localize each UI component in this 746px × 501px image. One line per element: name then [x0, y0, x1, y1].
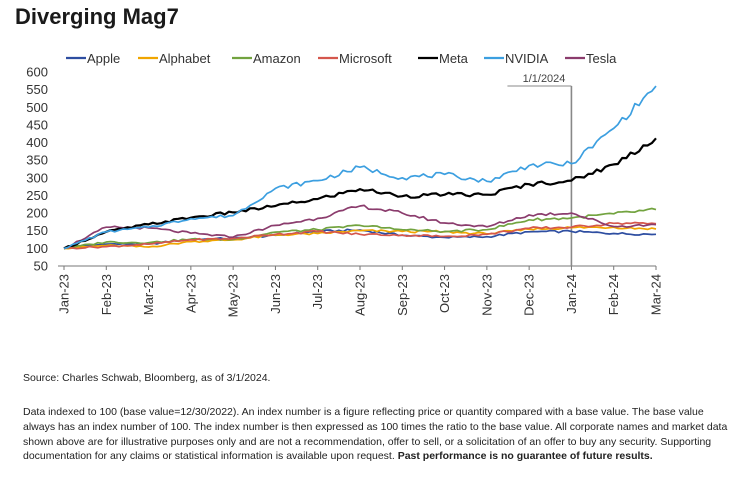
x-tick-label: Feb-24 — [606, 274, 621, 315]
chart-title: Diverging Mag7 — [15, 4, 179, 29]
x-tick-label: Dec-23 — [522, 274, 537, 316]
y-tick-label: 50 — [34, 259, 48, 274]
annotation: 1/1/2024 — [507, 73, 573, 266]
legend-label-meta: Meta — [439, 51, 469, 66]
series-lines — [63, 85, 657, 250]
legend-label-microsoft: Microsoft — [339, 51, 392, 66]
y-tick-label: 550 — [26, 82, 48, 97]
series-line-meta — [63, 137, 657, 250]
y-tick-label: 350 — [26, 153, 48, 168]
disclaimer-text: Data indexed to 100 (base value=12/30/20… — [23, 406, 728, 463]
y-tick-label: 500 — [26, 100, 48, 115]
x-axis: Jan-23 Feb-23 Mar-23 Apr-23 May-23 Jun-23 Jul-… — [57, 265, 664, 317]
y-axis: 50 100 150 200 250 300 350 400 450 500 550 600 — [26, 65, 48, 274]
y-tick-label: 200 — [26, 206, 48, 221]
x-tick-label: Oct-23 — [437, 274, 452, 313]
y-tick-label: 250 — [26, 188, 48, 203]
y-tick-label: 100 — [26, 241, 48, 256]
x-tick-label: Jan-24 — [564, 274, 579, 314]
y-tick-label: 450 — [26, 117, 48, 132]
annotation-label: 1/1/2024 — [523, 73, 566, 85]
x-tick-label: Mar-23 — [141, 274, 156, 315]
series-line-alphabet — [63, 225, 657, 250]
legend: Apple Alphabet Amazon Microsoft Meta NVIDIA Te… — [66, 51, 617, 66]
x-tick-label: Nov-23 — [479, 274, 494, 316]
x-tick-label: Jan-23 — [57, 274, 72, 314]
x-tick-label: Sep-23 — [395, 274, 410, 316]
legend-label-amazon: Amazon — [253, 51, 301, 66]
series-line-apple — [63, 228, 657, 250]
line-chart: Apple Alphabet Amazon Microsoft Meta NVIDIA Te… — [26, 51, 664, 317]
legend-label-alphabet: Alphabet — [159, 51, 211, 66]
y-tick-label: 150 — [26, 223, 48, 238]
disclaimer: Data indexed to 100 (base value=12/30/20… — [23, 405, 735, 464]
x-tick-label: Mar-24 — [649, 274, 664, 315]
x-tick-label: May-23 — [226, 274, 241, 317]
disclaimer-bold: Past performance is no guarantee of futu… — [397, 450, 653, 463]
x-tick-label: Jun-23 — [268, 274, 283, 314]
legend-label-tesla: Tesla — [586, 51, 617, 66]
legend-label-apple: Apple — [87, 51, 120, 66]
y-tick-label: 600 — [26, 65, 48, 80]
x-tick-label: Feb-23 — [99, 274, 114, 315]
series-line-nvidia — [63, 85, 657, 250]
series-line-tesla — [63, 204, 657, 250]
y-tick-label: 400 — [26, 135, 48, 150]
x-tick-label: Apr-23 — [183, 274, 198, 313]
x-tick-label: Aug-23 — [353, 274, 368, 316]
x-tick-label: Jul-23 — [310, 274, 325, 309]
series-line-microsoft — [63, 221, 657, 250]
legend-label-nvidia: NVIDIA — [505, 51, 549, 66]
y-tick-label: 300 — [26, 170, 48, 185]
source-note: Source: Charles Schwab, Bloomberg, as of… — [23, 372, 271, 384]
